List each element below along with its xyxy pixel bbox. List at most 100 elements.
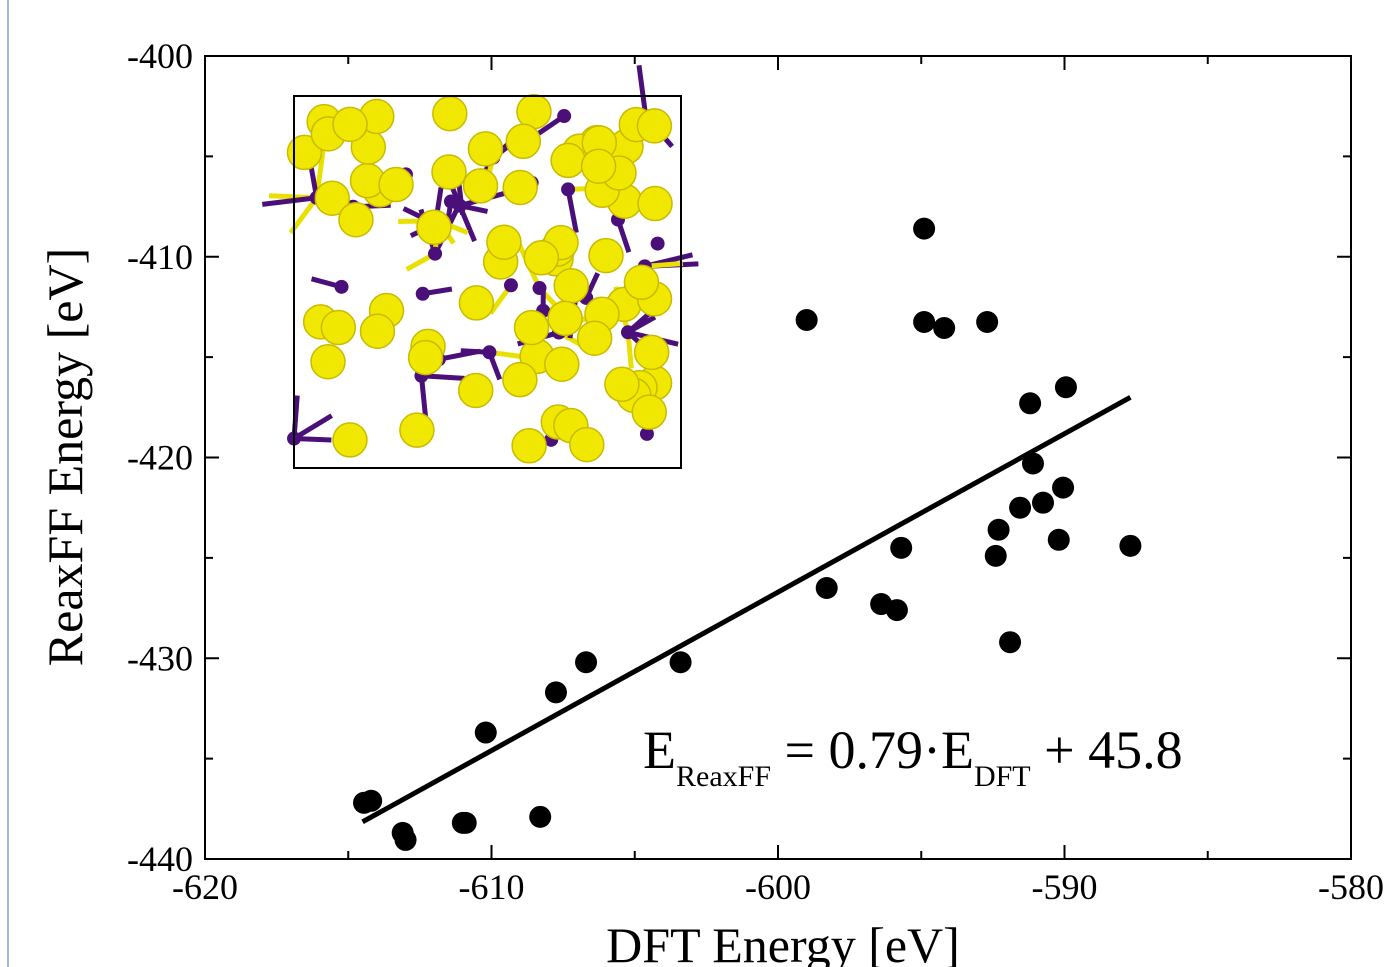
- point: [1119, 534, 1142, 557]
- point: [1052, 476, 1075, 499]
- atom-large: [467, 131, 504, 167]
- equation-part: + 45.8: [1031, 720, 1183, 780]
- fit-line: [361, 395, 1132, 825]
- x-tick-label: -620: [172, 867, 238, 907]
- atom-large: [631, 394, 667, 430]
- point: [1019, 392, 1042, 415]
- atom-large: [502, 169, 538, 206]
- point: [976, 310, 999, 333]
- bond: [565, 188, 579, 234]
- equation: EReaxFF = 0.79·EDFT + 45.8: [643, 720, 1183, 793]
- y-tick-label: -400: [127, 36, 193, 76]
- atom-large: [320, 309, 357, 346]
- bond: [261, 195, 317, 207]
- atom-large: [569, 426, 605, 463]
- atom-large: [604, 366, 640, 403]
- atom-large: [588, 237, 624, 274]
- inset-frame: [293, 95, 682, 469]
- point: [529, 805, 552, 828]
- point: [795, 308, 818, 331]
- equation-part: ReaxFF: [676, 760, 771, 793]
- atom-large: [486, 224, 522, 260]
- atom-large: [462, 168, 499, 204]
- point: [987, 518, 1010, 541]
- bond: [636, 65, 649, 117]
- atom-large: [516, 93, 552, 130]
- x-tick-label: -590: [1032, 867, 1098, 907]
- atom-large: [416, 209, 452, 246]
- atom-small: [415, 286, 430, 301]
- y-axis-label: ReaxFF Energy [eV]: [37, 248, 93, 666]
- atom-large: [310, 344, 346, 380]
- point: [815, 576, 838, 599]
- y-tick-label: -440: [127, 839, 193, 879]
- atom-large: [458, 285, 495, 321]
- atom-large: [553, 268, 589, 304]
- atom-large: [457, 372, 494, 409]
- point: [1047, 528, 1070, 551]
- atom-large: [505, 123, 542, 160]
- inset-structure: [261, 65, 699, 469]
- point: [999, 631, 1022, 654]
- atom-large: [502, 361, 538, 398]
- atom-large: [513, 309, 550, 346]
- atom-small: [639, 426, 654, 441]
- atom-large: [338, 201, 374, 238]
- equation-part: E: [643, 720, 676, 780]
- point: [474, 721, 497, 744]
- atom-large: [576, 320, 613, 356]
- point: [933, 317, 956, 340]
- atom-large: [637, 185, 673, 222]
- equation-part: DFT: [974, 760, 1031, 793]
- x-axis-label: DFT Energy [eV]: [606, 917, 960, 967]
- y-tick-label: -430: [127, 638, 193, 678]
- atom-large: [636, 108, 673, 144]
- atom-large: [378, 166, 414, 203]
- point: [885, 599, 908, 622]
- atom-small: [428, 246, 443, 261]
- atom-small: [482, 345, 497, 360]
- atom-small: [443, 194, 458, 209]
- atom-small: [532, 281, 547, 296]
- bond: [421, 373, 465, 381]
- point: [1054, 376, 1077, 399]
- atom-small: [503, 278, 518, 293]
- point: [913, 310, 936, 333]
- atom-large: [314, 180, 350, 216]
- y-tick-label: -410: [127, 237, 193, 277]
- bond: [292, 413, 333, 441]
- point: [360, 789, 383, 812]
- atom-large: [332, 106, 368, 143]
- point: [1021, 452, 1044, 475]
- atom-small: [334, 279, 349, 294]
- atom-large: [332, 422, 368, 458]
- x-tick-label: -600: [745, 867, 811, 907]
- atom-small: [620, 325, 635, 340]
- atom-large: [623, 264, 660, 301]
- point: [1009, 496, 1032, 519]
- atom-large: [286, 134, 323, 171]
- bond: [288, 196, 319, 235]
- atom-large: [544, 346, 580, 382]
- point: [890, 536, 913, 559]
- atom-large: [633, 334, 670, 371]
- point: [544, 681, 567, 704]
- atom-large: [580, 148, 617, 185]
- atom-large: [511, 428, 547, 464]
- point: [669, 651, 692, 674]
- atom-large: [432, 95, 468, 132]
- x-tick-label: -580: [1318, 867, 1384, 907]
- point: [913, 217, 936, 240]
- atom-large: [547, 300, 583, 337]
- point: [1032, 491, 1055, 514]
- x-tick-label: -610: [459, 867, 525, 907]
- atom-small: [650, 236, 665, 251]
- atom-large: [407, 339, 444, 376]
- atom-large: [359, 313, 396, 350]
- point: [454, 811, 477, 834]
- atom-large: [550, 142, 586, 179]
- atom-small: [561, 182, 576, 197]
- point: [394, 828, 417, 851]
